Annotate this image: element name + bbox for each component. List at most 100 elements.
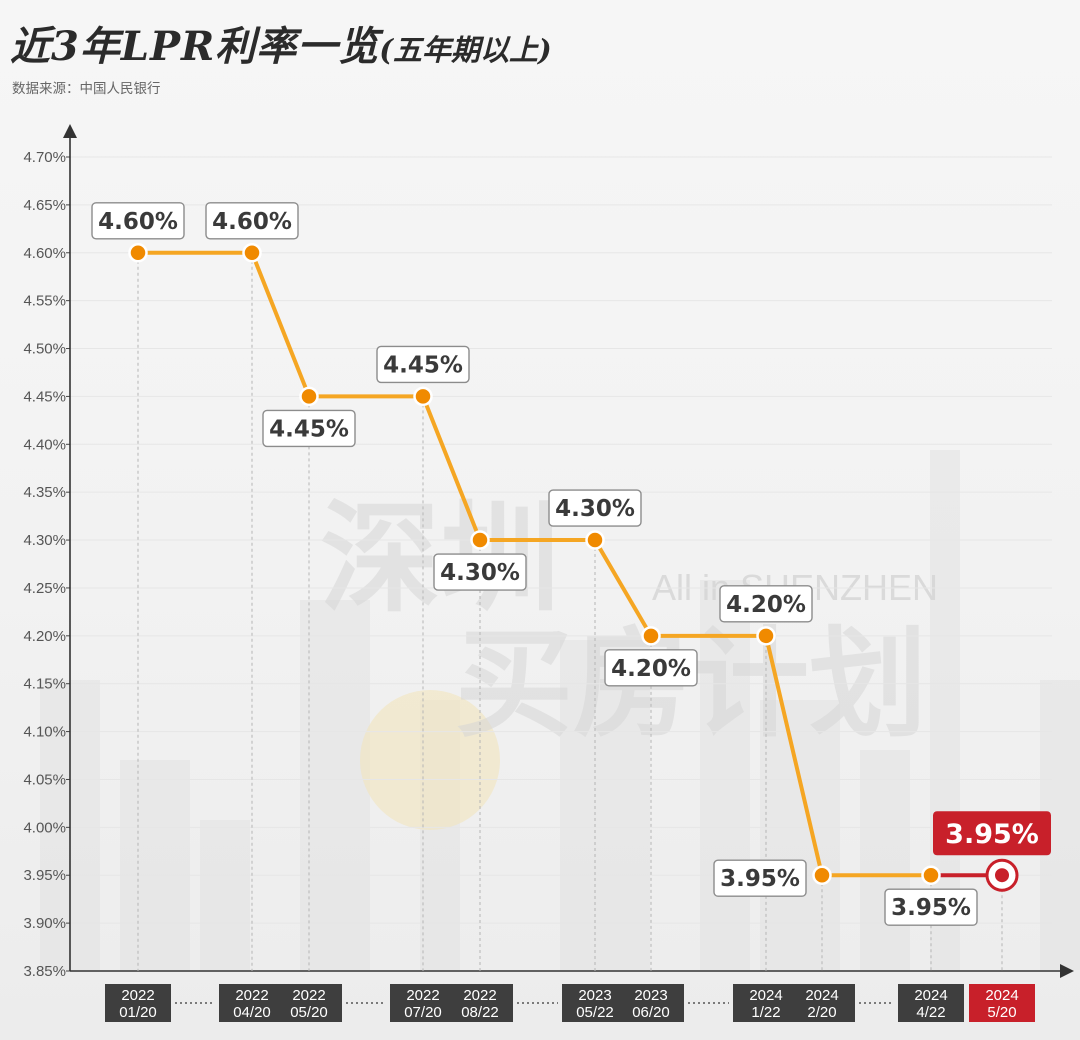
- value-label-box: [433, 553, 527, 591]
- date-year: 2022: [463, 987, 496, 1004]
- date-year: 2024: [985, 987, 1018, 1004]
- vertical-guides: [137, 260, 1003, 971]
- date-day: 4/22: [916, 1004, 945, 1021]
- y-tick-label: 4.60%: [23, 245, 66, 262]
- data-point: [812, 865, 832, 885]
- y-tick-label: 4.30%: [23, 532, 66, 549]
- chart-title: 近3年LPR利率一览(五年期以上): [10, 14, 552, 72]
- date-year: 2023: [634, 987, 667, 1004]
- y-tick-label: 4.10%: [23, 724, 66, 741]
- value-label: 4.60%: [98, 209, 178, 235]
- date-day: 08/22: [461, 1004, 499, 1021]
- date-day: 04/20: [233, 1004, 271, 1021]
- date-box: [898, 984, 964, 1022]
- data-labels: 4.60% 4.60% 4.45% 4.45% 4.30% 4.30% 4.20% 4.20%…: [91, 202, 1051, 926]
- date-day: 06/20: [632, 1004, 670, 1021]
- date-day: 1/22: [751, 1004, 780, 1021]
- y-tick-label: 4.45%: [23, 388, 66, 405]
- date-year: 2022: [292, 987, 325, 1004]
- data-point: [756, 626, 776, 646]
- date-box: [562, 984, 628, 1022]
- value-label-box: [205, 202, 299, 240]
- data-point: [585, 530, 605, 550]
- city-skyline-background: [40, 450, 1080, 970]
- value-label-box: [604, 649, 698, 687]
- value-label: 4.45%: [269, 416, 349, 442]
- data-source: 数据来源：中国人民银行: [12, 81, 161, 96]
- data-point: [299, 386, 319, 407]
- date-box: [618, 984, 684, 1022]
- value-label-box: [376, 345, 470, 384]
- date-box: [219, 984, 285, 1022]
- data-point: [470, 530, 490, 550]
- date-year: 2023: [578, 987, 611, 1004]
- date-box: [276, 984, 342, 1022]
- date-year: 2024: [914, 987, 947, 1004]
- building-shape-6: [700, 580, 750, 970]
- y-tick-label: 4.50%: [23, 341, 66, 358]
- date-year: 2024: [805, 987, 838, 1004]
- y-tick-label: 4.00%: [23, 819, 66, 836]
- value-label: 3.95%: [720, 866, 800, 892]
- y-tick-label: 4.25%: [23, 580, 66, 597]
- y-axis-arrow: [63, 124, 77, 138]
- date-box: [969, 984, 1035, 1022]
- highlight-value-label: 3.95%: [945, 819, 1039, 850]
- axes: [63, 124, 1074, 978]
- highlight-label-box: [933, 811, 1051, 856]
- y-tick-label: 4.20%: [23, 628, 66, 645]
- y-tick-label: 3.85%: [23, 963, 66, 980]
- rate-line: [138, 250, 931, 878]
- value-label-box: [548, 489, 642, 527]
- y-tick-label: 4.70%: [23, 149, 66, 166]
- building-shape-1: [120, 760, 190, 970]
- value-label: 4.45%: [383, 352, 463, 378]
- date-day: 07/20: [404, 1004, 442, 1021]
- y-tick-label: 4.65%: [23, 197, 66, 214]
- date-day: 05/22: [576, 1004, 614, 1021]
- y-tick-label: 4.55%: [23, 293, 66, 310]
- data-point: [413, 386, 433, 407]
- date-box: [789, 984, 855, 1022]
- date-day: 2/20: [807, 1004, 836, 1021]
- building-shape-8: [860, 750, 910, 970]
- building-shape-5: [560, 640, 650, 970]
- y-tick-label: 4.35%: [23, 484, 66, 501]
- value-label-box: [262, 409, 356, 448]
- date-box: [390, 984, 456, 1022]
- value-label-box: [713, 859, 807, 897]
- title-sub: (五年期以上): [379, 33, 552, 67]
- data-point: [242, 243, 262, 263]
- y-tick-label: 3.90%: [23, 915, 66, 932]
- highlight-point: [995, 868, 1009, 883]
- x-axis-dates: 202201/20202204/20202205/20202207/202022…: [105, 984, 1035, 1022]
- y-tick-label: 3.95%: [23, 867, 66, 884]
- sun-shape: [360, 690, 500, 830]
- title-main: 近3年LPR利率一览: [10, 23, 380, 70]
- date-box: [447, 984, 513, 1022]
- value-label-box: [884, 888, 978, 926]
- date-year: 2024: [749, 987, 782, 1004]
- y-tick-label: 4.40%: [23, 436, 66, 453]
- x-axis-arrow: [1060, 964, 1074, 978]
- data-point: [128, 243, 148, 263]
- value-label: 4.30%: [555, 496, 635, 522]
- date-year: 2022: [121, 987, 154, 1004]
- building-shape-7: [760, 700, 840, 970]
- value-label-box: [719, 585, 813, 623]
- date-day: 5/20: [987, 1004, 1016, 1021]
- value-label-box: [91, 202, 185, 240]
- value-label: 4.60%: [212, 209, 292, 235]
- value-label: 4.30%: [440, 560, 520, 586]
- date-year: 2022: [406, 987, 439, 1004]
- value-label: 3.95%: [891, 895, 971, 921]
- date-day: 05/20: [290, 1004, 328, 1021]
- building-shape-2: [200, 820, 250, 970]
- data-point: [641, 626, 661, 646]
- date-day: 01/20: [119, 1004, 157, 1021]
- date-year: 2022: [235, 987, 268, 1004]
- building-shape-3: [300, 600, 370, 970]
- date-box: [105, 984, 171, 1022]
- date-box: [733, 984, 799, 1022]
